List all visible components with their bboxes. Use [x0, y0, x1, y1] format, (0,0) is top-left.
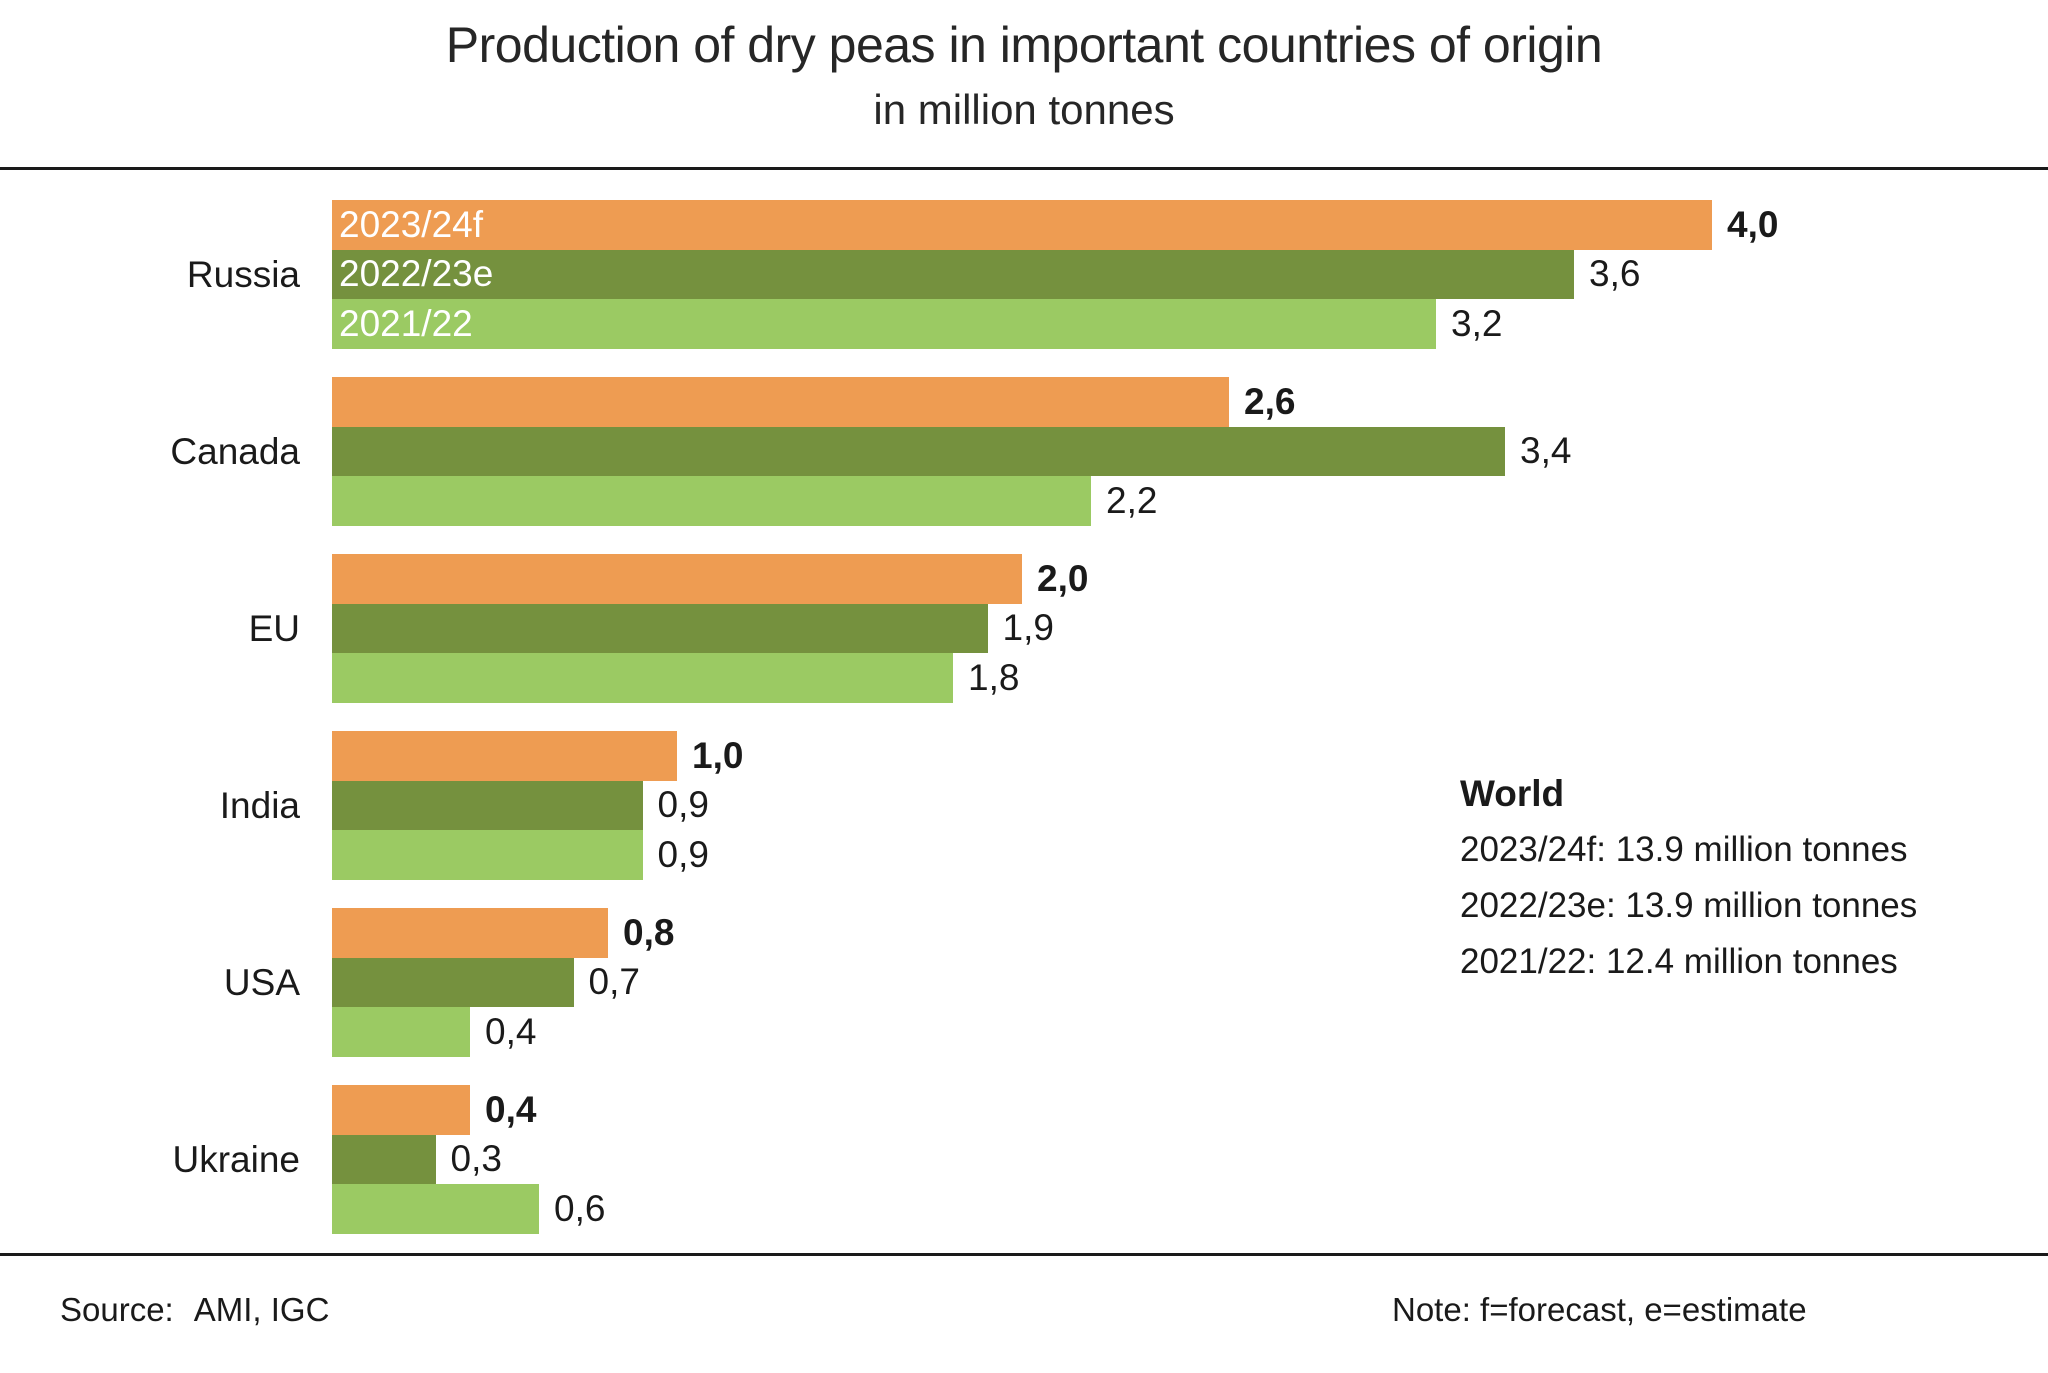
top-divider-line — [0, 167, 2048, 170]
value-label-russia-2021-22: 3,2 — [1451, 303, 1503, 345]
bar-usa-2023-24f: 0,8 — [332, 908, 674, 958]
value-label-usa-2022-23e: 0,7 — [588, 961, 640, 1003]
value-label-eu-2022-23e: 1,9 — [1002, 607, 1054, 649]
bar-group-usa: USA 0,8 0,7 0,4 — [0, 908, 2048, 1057]
value-label-india-2021-22: 0,9 — [657, 834, 709, 876]
value-label-eu-2021-22: 1,8 — [968, 657, 1020, 699]
bar-eu-2021-22: 1,8 — [332, 653, 1019, 703]
value-label-canada-2021-22: 2,2 — [1106, 480, 1158, 522]
value-label-canada-2022-23e: 3,4 — [1520, 430, 1572, 472]
value-label-ukraine-2022-23e: 0,3 — [450, 1138, 502, 1180]
bar-india-2023-24f: 1,0 — [332, 731, 743, 781]
category-label-canada: Canada — [170, 430, 300, 472]
value-label-india-2023-24f: 1,0 — [692, 734, 744, 776]
bar-canada-2023-24f: 2,6 — [332, 377, 1295, 427]
value-label-eu-2023-24f: 2,0 — [1037, 557, 1089, 599]
world-annotation-heading: World — [1460, 773, 1565, 814]
category-label-russia: Russia — [186, 253, 300, 295]
bar-canada-2022-23e: 3,4 — [332, 426, 1571, 477]
chart-title: Production of dry peas in important coun… — [445, 17, 1603, 73]
bar-ukraine-2023-24f: 0,4 — [332, 1085, 536, 1135]
value-label-usa-2021-22: 0,4 — [485, 1011, 537, 1053]
value-label-ukraine-2021-22: 0,6 — [554, 1188, 606, 1230]
bar-stack-russia: 2023/24f 4,0 2022/23e 3,6 2021/22 3,2 — [332, 200, 1778, 349]
category-label-india: India — [219, 784, 300, 826]
value-label-russia-2023-24f: 4,0 — [1727, 203, 1779, 245]
series-legend-label-2021-22: 2021/22 — [339, 303, 473, 345]
value-label-russia-2022-23e: 3,6 — [1589, 253, 1641, 295]
bar-stack-eu: 2,0 1,9 1,8 — [332, 554, 1088, 703]
source-label: Source: — [60, 1291, 174, 1328]
bar-ukraine-2021-22: 0,6 — [332, 1184, 605, 1234]
bar-group-eu: EU 2,0 1,9 1,8 — [0, 554, 2048, 703]
bar-canada-2021-22: 2,2 — [332, 476, 1157, 526]
source-value: AMI, IGC — [193, 1291, 330, 1328]
bar-russia-2022-23e: 2022/23e 3,6 — [332, 249, 1640, 300]
value-label-canada-2023-24f: 2,6 — [1244, 380, 1296, 422]
bar-group-canada: Canada 2,6 3,4 2,2 — [0, 377, 2048, 526]
source-note: Source: AMI, IGC — [60, 1291, 329, 1329]
bar-stack-ukraine: 0,4 0,3 0,6 — [332, 1085, 605, 1234]
chart-subtitle: in million tonnes — [873, 86, 1175, 133]
world-annotation-line-2022-23e: 2022/23e: 13.9 million tonnes — [1460, 886, 1918, 925]
value-label-ukraine-2023-24f: 0,4 — [485, 1088, 537, 1130]
bar-group-ukraine: Ukraine 0,4 0,3 0,6 — [0, 1085, 2048, 1234]
category-label-eu: EU — [248, 607, 300, 649]
bar-ukraine-2022-23e: 0,3 — [332, 1134, 502, 1185]
bar-eu-2022-23e: 1,9 — [332, 603, 1054, 654]
bar-group-india: India 1,0 0,9 0,9 — [0, 731, 2048, 880]
world-annotation-line-2021-22: 2021/22: 12.4 million tonnes — [1460, 942, 1898, 981]
category-label-ukraine: Ukraine — [172, 1138, 301, 1180]
value-label-usa-2023-24f: 0,8 — [623, 911, 675, 953]
bar-russia-2023-24f: 2023/24f 4,0 — [332, 200, 1778, 250]
bar-stack-usa: 0,8 0,7 0,4 — [332, 908, 674, 1057]
bar-chart-plot-area: Russia 2023/24f 4,0 2022/23e 3,6 2021/22 3,2 Ca… — [0, 200, 2048, 1262]
bar-eu-2023-24f: 2,0 — [332, 554, 1088, 604]
world-annotation: World 2023/24f: 13.9 million tonnes 2022… — [1460, 766, 1917, 990]
bar-usa-2021-22: 0,4 — [332, 1007, 536, 1057]
series-legend-label-2023-24f: 2023/24f — [339, 203, 484, 245]
category-label-usa: USA — [223, 961, 300, 1003]
value-label-india-2022-23e: 0,9 — [657, 784, 709, 826]
bar-group-russia: Russia 2023/24f 4,0 2022/23e 3,6 2021/22 3,2 — [0, 200, 2048, 349]
forecast-estimate-note: Note: f=forecast, e=estimate — [1392, 1291, 1807, 1328]
world-annotation-line-2023-24f: 2023/24f: 13.9 million tonnes — [1460, 830, 1908, 869]
series-legend-label-2022-23e: 2022/23e — [339, 253, 494, 295]
bottom-divider-line — [0, 1253, 2048, 1256]
bar-india-2021-22: 0,9 — [332, 830, 709, 880]
bar-russia-2021-22: 2021/22 3,2 — [332, 299, 1502, 349]
bar-stack-india: 1,0 0,9 0,9 — [332, 731, 743, 880]
bar-usa-2022-23e: 0,7 — [332, 957, 640, 1008]
bar-india-2022-23e: 0,9 — [332, 780, 709, 831]
bar-stack-canada: 2,6 3,4 2,2 — [332, 377, 1571, 526]
